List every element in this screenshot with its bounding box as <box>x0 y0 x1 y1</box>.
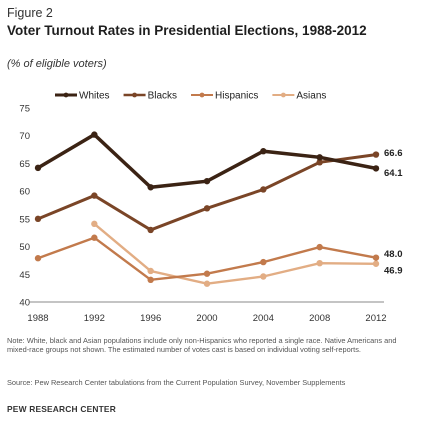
legend-marker <box>132 92 137 98</box>
x-tick-label: 2000 <box>196 313 217 324</box>
point-asians-1992 <box>91 220 98 228</box>
point-hispanics-2008 <box>316 243 323 251</box>
chart-subtitle: (% of eligible voters) <box>7 58 107 70</box>
point-asians-2012 <box>372 260 380 267</box>
x-tick-label: 2008 <box>309 313 330 324</box>
end-labels: 64.1 66.6 48.0 46.9 <box>384 148 403 276</box>
x-tick-label: 2004 <box>253 313 274 324</box>
point-blacks-2004 <box>260 186 267 193</box>
point-whites-2000 <box>203 177 211 185</box>
point-asians-2008 <box>316 260 323 267</box>
point-asians-2004 <box>260 273 267 280</box>
legend-item-whites: Whites <box>55 91 110 102</box>
point-whites-1996 <box>147 184 154 191</box>
end-label-hispanics: 48.0 <box>384 249 403 260</box>
y-tick-label: 70 <box>19 131 30 142</box>
point-blacks-1988 <box>34 215 42 223</box>
point-asians-2000 <box>203 280 211 287</box>
point-blacks-2012 <box>372 151 380 158</box>
x-tick-label: 1996 <box>140 313 161 324</box>
y-axis: 40 45 50 55 60 65 70 75 <box>19 104 30 309</box>
end-label-asians: 46.9 <box>384 265 403 276</box>
chart-title: Voter Turnout Rates in Presidential Elec… <box>7 23 367 38</box>
point-whites-2004 <box>260 148 267 155</box>
series-markers <box>34 131 380 287</box>
legend-marker <box>63 92 69 98</box>
point-whites-2012 <box>372 165 380 172</box>
legend-label: Blacks <box>148 91 177 102</box>
point-whites-2008 <box>316 154 323 161</box>
legend-item-hispanics: Hispanics <box>191 91 258 102</box>
legend-label: Hispanics <box>215 91 258 102</box>
legend-marker <box>280 92 286 98</box>
point-blacks-1992 <box>91 192 98 199</box>
point-hispanics-2012 <box>372 254 380 261</box>
legend-marker <box>199 92 205 98</box>
chart-note: Note: White, black and Asian populations… <box>7 336 397 354</box>
series-line-asians <box>93 222 377 285</box>
y-tick-label: 65 <box>19 159 30 170</box>
chart-legend: Whites Blacks Hispanics Asians <box>55 91 326 102</box>
legend-label: Asians <box>296 91 326 102</box>
point-blacks-1996 <box>147 226 154 234</box>
chart-source: Source: Pew Research Center tabulations … <box>7 378 346 387</box>
legend-item-asians: Asians <box>272 91 326 102</box>
point-hispanics-1996 <box>147 276 154 284</box>
point-blacks-2008 <box>316 159 323 166</box>
point-whites-1988 <box>34 164 42 172</box>
end-label-whites: 64.1 <box>384 168 403 179</box>
point-hispanics-2000 <box>203 270 211 277</box>
series-line-blacks <box>37 153 377 232</box>
y-tick-label: 75 <box>19 104 30 115</box>
x-tick-label: 2012 <box>365 313 386 324</box>
y-tick-label: 40 <box>19 298 30 309</box>
y-tick-label: 50 <box>19 242 30 253</box>
y-tick-label: 45 <box>19 270 30 281</box>
point-hispanics-1992 <box>91 234 98 241</box>
point-hispanics-2004 <box>260 258 267 266</box>
y-tick-label: 60 <box>19 187 30 198</box>
x-axis: 1988 1992 1996 2000 2004 2008 2012 <box>27 301 387 324</box>
figure-label: Figure 2 <box>7 6 53 20</box>
point-blacks-2000 <box>203 205 211 212</box>
legend-label: Whites <box>79 91 110 102</box>
line-chart: Whites Blacks Hispanics Asians 40 45 50 55 60 65… <box>19 91 403 325</box>
x-tick-label: 1988 <box>27 313 48 324</box>
legend-item-blacks: Blacks <box>123 91 177 102</box>
point-asians-1996 <box>147 267 154 275</box>
point-whites-1992 <box>91 131 98 138</box>
x-tick-label: 1992 <box>84 313 105 324</box>
point-hispanics-1988 <box>34 255 42 262</box>
y-tick-label: 55 <box>19 214 30 225</box>
end-label-blacks: 66.6 <box>384 148 403 159</box>
brand-label: PEW RESEARCH CENTER <box>7 404 116 414</box>
